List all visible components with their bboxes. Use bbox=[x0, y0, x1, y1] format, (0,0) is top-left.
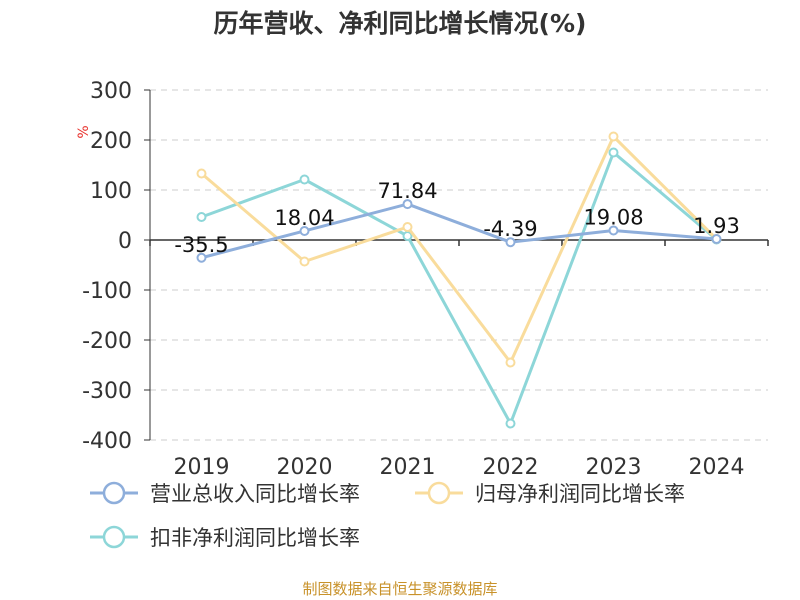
data-label: -4.39 bbox=[483, 217, 537, 241]
data-label: 18.04 bbox=[274, 206, 334, 230]
grid bbox=[150, 89, 768, 441]
legend-label: 营业总收入同比增长率 bbox=[150, 482, 360, 506]
data-label: -35.5 bbox=[174, 233, 228, 257]
data-point bbox=[402, 199, 413, 210]
y-tick-label: -200 bbox=[82, 329, 132, 354]
legend-marker bbox=[427, 481, 451, 505]
legend-label: 扣非净利润同比增长率 bbox=[150, 526, 360, 550]
x-tick-label: 2023 bbox=[586, 455, 642, 480]
data-point bbox=[402, 231, 413, 241]
data-point bbox=[505, 418, 516, 429]
y-tick-label: -100 bbox=[82, 279, 132, 304]
data-label: 19.08 bbox=[583, 205, 643, 229]
y-tick-label: -400 bbox=[82, 429, 132, 454]
y-tick-label: 0 bbox=[118, 229, 132, 254]
data-point bbox=[196, 212, 207, 222]
y-tick-label: 300 bbox=[90, 79, 132, 104]
source-note: 制图数据来自恒生聚源数据库 bbox=[302, 580, 497, 598]
y-unit-label: % bbox=[76, 125, 92, 138]
y-tick-label: -300 bbox=[82, 379, 132, 404]
x-tick-label: 2021 bbox=[380, 455, 436, 480]
data-point bbox=[505, 237, 516, 248]
axes: 300 200 100 0 -100 -200 -300 -400 2019 2020 2021 20… bbox=[82, 79, 769, 480]
legend-marker bbox=[102, 525, 126, 549]
x-tick-label: 2022 bbox=[483, 455, 539, 480]
y-tick-label: 100 bbox=[90, 179, 132, 204]
data-label: 1.93 bbox=[693, 214, 740, 238]
data-point bbox=[505, 357, 516, 368]
legend-label: 归母净利润同比增长率 bbox=[475, 482, 685, 506]
data-point bbox=[608, 225, 619, 236]
data-point bbox=[402, 222, 413, 232]
x-tick-label: 2020 bbox=[277, 455, 333, 480]
chart-title: 历年营收、净利同比增长情况(%) bbox=[214, 9, 587, 38]
series-line bbox=[201, 202, 717, 260]
x-tick-label: 2024 bbox=[689, 455, 745, 480]
data-label: 71.84 bbox=[377, 179, 437, 203]
series-line bbox=[200, 151, 718, 425]
legend-marker bbox=[102, 481, 126, 505]
data-point bbox=[196, 252, 207, 263]
data-point bbox=[196, 168, 207, 179]
y-tick-label: 200 bbox=[90, 129, 132, 154]
x-tick-label: 2019 bbox=[174, 455, 230, 480]
data-point bbox=[299, 256, 310, 267]
series-line bbox=[200, 135, 718, 364]
series-lines bbox=[196, 131, 722, 429]
data-point bbox=[299, 225, 310, 236]
data-point bbox=[608, 147, 619, 158]
data-point bbox=[711, 234, 722, 245]
data-point bbox=[299, 174, 310, 185]
data-labels: -35.5 18.04 71.84 -4.39 19.08 1.93 bbox=[174, 179, 740, 257]
data-point bbox=[608, 131, 619, 142]
